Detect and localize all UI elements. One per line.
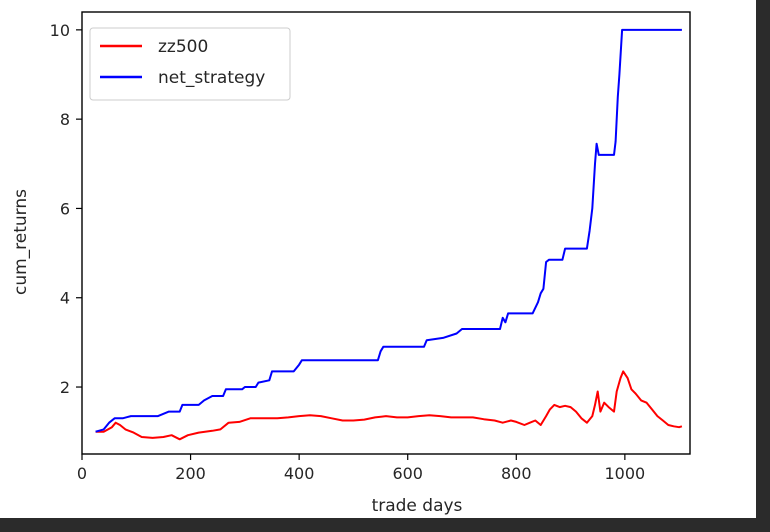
- legend-label-zz500: zz500: [158, 37, 208, 57]
- y-tick-label: 8: [60, 110, 70, 129]
- x-axis-label: trade days: [372, 496, 463, 516]
- axes-frame: [81, 11, 691, 455]
- x-tick-label: 600: [392, 464, 423, 483]
- x-tick-label: 400: [284, 464, 315, 483]
- x-tick-label: 1000: [604, 464, 645, 483]
- line-chart: 0 200 400 600 800 1000 2 4 6 8 10 trade days cum_…: [11, 11, 691, 516]
- y-tick-label: 6: [60, 199, 70, 218]
- legend-label-net-strategy: net_strategy: [158, 68, 265, 88]
- x-tick-label: 800: [501, 464, 532, 483]
- legend: zz500 net_strategy: [89, 27, 291, 101]
- series-layer: [95, 28, 683, 441]
- series-line-net-strategy: [95, 28, 682, 433]
- x-axis-ticks: 0 200 400 600 800 1000: [77, 454, 645, 483]
- x-tick-label: 200: [175, 464, 206, 483]
- y-tick-label: 10: [50, 21, 70, 40]
- y-tick-label: 2: [60, 378, 70, 397]
- figure: 0 200 400 600 800 1000 2 4 6 8 10 trade days cum_…: [0, 0, 756, 518]
- series-line-zz500: [95, 370, 683, 441]
- y-axis-label: cum_returns: [11, 189, 31, 295]
- y-tick-label: 4: [60, 289, 70, 308]
- y-axis-ticks: 2 4 6 8 10: [50, 21, 82, 397]
- x-tick-label: 0: [77, 464, 87, 483]
